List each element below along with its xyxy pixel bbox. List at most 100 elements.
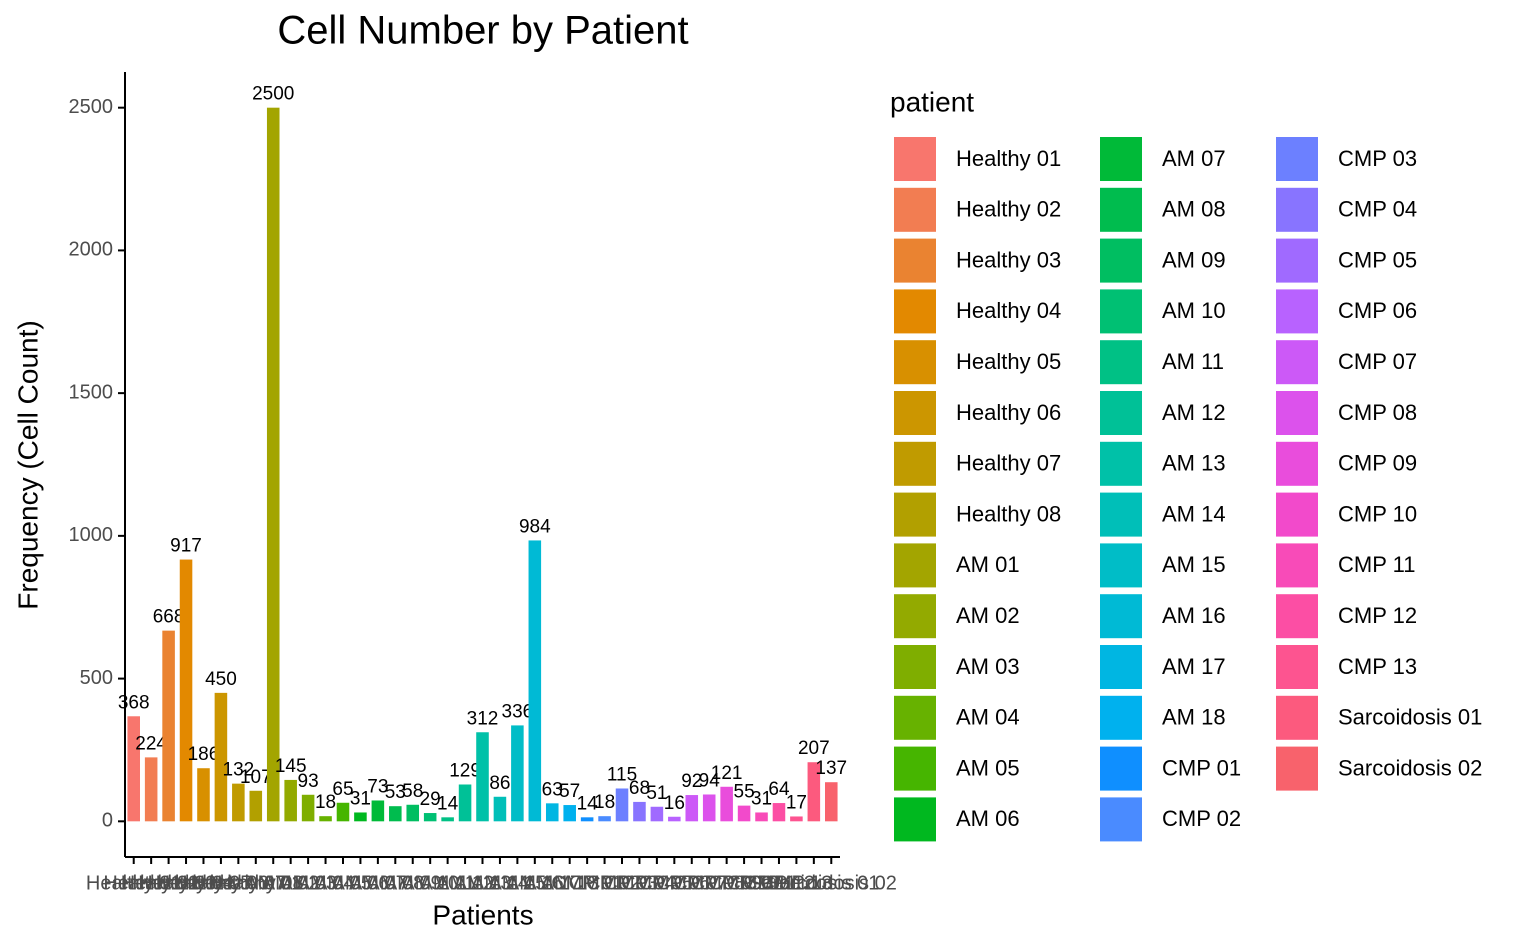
value-label: 57 [559,781,580,802]
legend-label: AM 04 [956,705,1020,730]
bar [214,692,228,822]
bar [371,800,385,822]
legend-label: AM 16 [1162,603,1226,628]
x-tick-label: CMP 01 [551,872,623,894]
y-tick-label: 1000 [69,524,114,546]
bar [354,812,367,822]
x-tick-label: AM 18 [541,872,599,894]
value-label: 186 [188,744,220,765]
value-label: 16 [664,793,685,814]
bar [232,783,245,822]
legend-swatch [1276,238,1318,283]
x-tick-label: CMP 07 [656,872,728,894]
legend-label: CMP 11 [1338,552,1415,577]
legend-swatch [894,746,936,791]
legend-swatch [1276,137,1318,181]
legend-label: CMP 04 [1338,197,1417,222]
legend-label: Sarcoidosis 01 [1338,705,1482,730]
value-label: 224 [135,733,167,754]
bar [615,788,629,822]
legend-label: AM 09 [1162,247,1226,272]
legend-label: Healthy 04 [956,298,1061,323]
legend-swatch [1100,340,1142,385]
value-label: 18 [594,792,615,813]
x-tick-label: CMP 10 [708,872,780,894]
legend-swatch [1276,391,1318,435]
legend-label: CMP 09 [1338,451,1417,476]
legend-label: Sarcoidosis 02 [1338,755,1482,780]
bar [423,813,437,822]
bar [563,805,576,822]
bar [197,768,210,822]
legend-swatch [1100,492,1142,537]
x-tick-label: Healthy 08 [208,872,304,894]
x-tick-label: Healthy 02 [103,872,199,894]
bar [493,796,507,822]
x-tick-label: Healthy 06 [173,872,269,894]
bar [790,816,803,822]
x-tick-label: Healthy 04 [138,872,234,894]
legend-swatch [1276,746,1318,791]
legend-swatch [1100,746,1142,791]
value-label: 668 [153,607,185,628]
bar [441,817,454,822]
legend-label: Healthy 08 [956,501,1061,526]
bar [458,784,472,822]
bar [179,559,193,822]
x-tick-label: Sarcoidosis 01 [748,872,879,894]
legend-swatch [894,543,936,588]
value-label: 63 [542,779,563,800]
value-label: 17 [786,792,807,813]
value-label: 107 [240,767,272,788]
y-tick-label: 0 [102,810,113,832]
x-tick-label: CMP 13 [760,872,832,894]
x-tick-label: CMP 08 [673,872,745,894]
legend-swatch [1100,441,1142,486]
legend-swatch [1100,391,1142,435]
value-label: 18 [315,792,336,813]
bar [755,812,768,822]
legend-label: AM 01 [956,552,1020,577]
value-label: 137 [815,758,847,779]
bar [528,540,542,822]
legend-swatch [894,492,936,537]
x-tick-label: CMP 04 [604,872,676,894]
bar [284,779,297,822]
legend-label: AM 07 [1162,146,1226,171]
x-tick-label: AM 17 [523,872,581,894]
value-label: 29 [420,789,441,810]
value-label: 129 [449,761,481,782]
x-tick-label: Healthy 01 [86,872,182,894]
legend-swatch [1100,289,1142,334]
value-label: 92 [681,771,702,792]
x-tick-label: AM 09 [384,872,442,894]
legend-swatch [1276,289,1318,334]
bar [249,790,263,822]
value-label: 58 [402,781,423,802]
legend-label: AM 08 [1162,197,1226,222]
x-tick-label: AM 08 [366,872,424,894]
legend-swatch [1276,543,1318,588]
x-tick-label: AM 10 [401,872,459,894]
legend-swatch [1276,645,1318,689]
legend-label: AM 06 [956,806,1020,831]
x-tick-label: CMP 02 [569,872,641,894]
bar [144,757,158,822]
value-label: 14 [577,793,599,814]
legend-label: CMP 13 [1338,654,1417,679]
value-label: 2500 [252,84,294,105]
legend-swatch [894,238,936,283]
legend-swatch [1276,695,1318,740]
legend-swatch [894,391,936,435]
legend-label: Healthy 02 [956,197,1061,222]
legend-swatch [894,289,936,334]
legend-swatch [894,645,936,689]
bar [598,816,611,822]
x-tick-label: AM 12 [436,872,494,894]
x-tick-label: Sarcoidosis 02 [766,872,897,894]
legend-swatch [1100,238,1142,283]
value-label: 207 [798,738,830,759]
value-label: 450 [205,669,237,690]
value-label: 55 [734,782,755,803]
